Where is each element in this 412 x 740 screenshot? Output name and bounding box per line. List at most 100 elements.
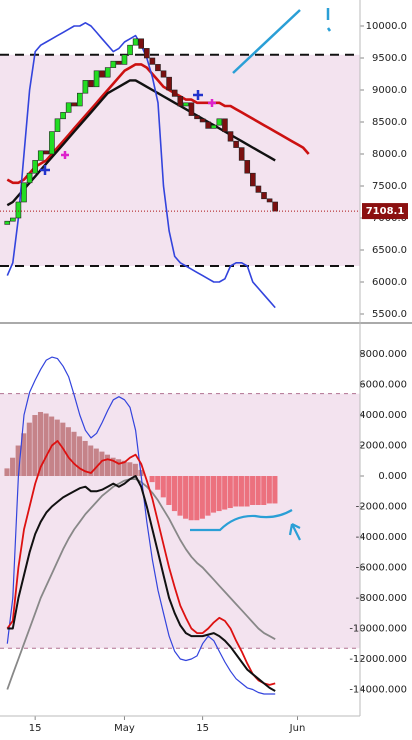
- y-tick-label: 9000.0: [372, 85, 407, 96]
- y-tick-label: 0.000: [378, 471, 407, 482]
- candle: [37, 150, 44, 161]
- hist-bar: [121, 460, 127, 477]
- cross-marker: [40, 90, 203, 175]
- hist-bar: [37, 411, 44, 477]
- y-tick-label: -8000.000: [356, 593, 407, 604]
- hist-bar: [272, 476, 278, 504]
- mark-annotation: [326, 8, 332, 32]
- candle: [26, 172, 33, 184]
- candle: [171, 89, 178, 97]
- x-tick-label: 15: [196, 723, 209, 734]
- candle: [138, 38, 145, 49]
- candle: [116, 60, 122, 65]
- y-tick-label: 10000.0: [366, 21, 407, 32]
- candle: [127, 44, 133, 56]
- y-tick-label: -2000.000: [356, 502, 407, 513]
- candle: [177, 96, 184, 107]
- candle: [93, 70, 100, 88]
- candle: [183, 102, 189, 107]
- y-tick-label: -14000.000: [349, 684, 407, 695]
- hist-bar: [255, 476, 261, 505]
- x-tick-label: May: [114, 723, 135, 734]
- hist-bar: [21, 433, 27, 477]
- x-tick-label: 15: [29, 723, 42, 734]
- hist-bar: [104, 454, 111, 477]
- series-line: [6, 63, 310, 185]
- y-tick-label: -12000.000: [349, 654, 407, 665]
- hist-bar: [32, 415, 38, 477]
- hist-bar: [205, 476, 211, 516]
- candle: [233, 140, 239, 148]
- hist-bar: [65, 427, 71, 477]
- candle: [132, 38, 139, 46]
- hist-bar: [183, 476, 189, 519]
- hist-bar: [4, 468, 10, 477]
- candle: [255, 185, 262, 193]
- hist-bar: [188, 476, 194, 521]
- trend-annotation: [232, 9, 301, 74]
- hist-bar: [171, 476, 177, 512]
- series-line: [6, 356, 276, 695]
- hist-bar: [77, 436, 83, 477]
- hist-bar: [166, 476, 172, 505]
- hist-bar: [177, 476, 183, 516]
- candle: [143, 48, 150, 59]
- cross-marker: [61, 99, 216, 159]
- hist-bar: [132, 463, 138, 477]
- hist-bar: [88, 445, 94, 477]
- candle: [21, 182, 27, 203]
- candle: [82, 80, 89, 94]
- y-tick-label: -6000.000: [356, 562, 407, 573]
- candle: [272, 201, 278, 212]
- candle: [250, 172, 256, 187]
- y-tick-label: -10000.000: [349, 623, 407, 634]
- series-line: [6, 478, 276, 690]
- candle: [104, 67, 111, 78]
- hist-bar: [82, 440, 88, 477]
- candle: [71, 102, 78, 107]
- hist-bar: [199, 476, 205, 519]
- hist-bar: [116, 459, 122, 477]
- candle: [60, 112, 66, 120]
- y-tick-label: 5500.0: [372, 309, 407, 320]
- hist-bar: [43, 413, 49, 477]
- x-tick-label: Jun: [289, 723, 306, 734]
- candle: [54, 118, 61, 132]
- candle: [188, 102, 195, 116]
- hist-bar: [110, 457, 116, 477]
- candle: [266, 198, 273, 203]
- hist-bar: [216, 476, 222, 512]
- hist-bar: [250, 476, 256, 505]
- hist-bar: [233, 476, 239, 507]
- candle: [10, 217, 16, 222]
- candle: [65, 102, 72, 113]
- hist-bar: [160, 476, 166, 498]
- candle: [32, 160, 38, 174]
- y-tick-label: 2000.000: [359, 441, 407, 452]
- hist-bar: [127, 462, 133, 477]
- candle: [121, 54, 128, 65]
- candle: [216, 118, 223, 126]
- candle: [238, 147, 245, 161]
- y-tick-label: 7500.0: [372, 181, 407, 192]
- hist-bar: [238, 476, 244, 507]
- zone: [0, 54, 360, 266]
- series-line: [7, 475, 276, 692]
- candle: [149, 57, 156, 65]
- y-tick-label: 8000.0: [372, 149, 407, 160]
- hist-bar: [261, 476, 267, 505]
- candle: [155, 64, 161, 72]
- hist-bar: [99, 451, 105, 477]
- hist-bar: [15, 445, 21, 477]
- plot-layer: 10000.09500.09000.08500.08000.07500.0700…: [0, 21, 408, 734]
- candle: [261, 192, 267, 200]
- candle: [110, 60, 117, 68]
- candle: [49, 131, 55, 155]
- hand-annotation: [190, 509, 301, 541]
- candle: [244, 160, 251, 174]
- candle: [4, 220, 11, 225]
- candle: [99, 70, 105, 78]
- hist-bar: [222, 476, 228, 510]
- y-tick-label: -4000.000: [356, 532, 407, 543]
- y-tick-label: 4000.000: [359, 410, 407, 421]
